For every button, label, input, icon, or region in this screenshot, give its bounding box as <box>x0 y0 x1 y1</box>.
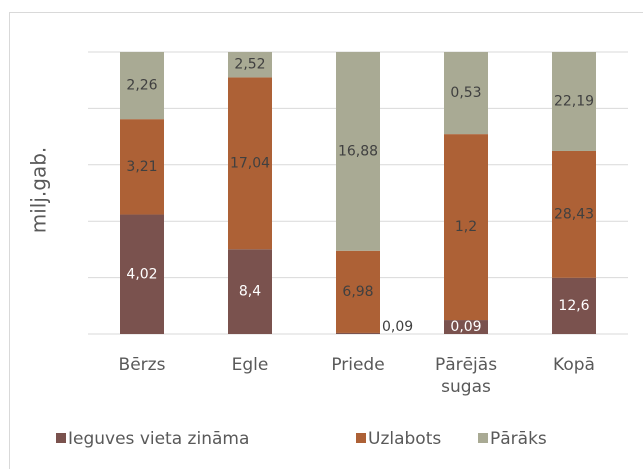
chart-border <box>9 12 643 469</box>
data-label: 22,19 <box>554 93 594 109</box>
bar-segment <box>444 320 488 334</box>
bar-segment <box>228 52 272 78</box>
legend-swatch <box>56 433 66 443</box>
data-label: 17,04 <box>230 155 270 171</box>
data-label: 28,43 <box>554 206 594 222</box>
x-tick-label: Priede <box>331 355 385 375</box>
data-label: 0,09 <box>382 319 413 335</box>
data-label: 0,53 <box>450 85 481 101</box>
legend-swatch <box>356 433 366 443</box>
legend-label: Ieguves vieta zināma <box>68 429 249 449</box>
bar-segment <box>120 119 164 215</box>
legend-label: Pārāks <box>490 429 547 449</box>
x-tick-label: Kopā <box>553 355 595 375</box>
data-label: 12,6 <box>558 298 589 314</box>
legend-label: Uzlabots <box>368 429 441 449</box>
bar-segment <box>552 52 596 151</box>
data-label: 8,4 <box>239 284 261 300</box>
data-label: 2,52 <box>234 57 265 73</box>
bar-segment <box>444 134 488 321</box>
x-tick-label: Egle <box>231 355 269 375</box>
data-label: 2,26 <box>126 78 157 94</box>
bar-segment <box>228 77 272 250</box>
bar-segment <box>336 52 380 251</box>
bar-segment <box>552 150 596 278</box>
bar-segment <box>444 52 488 135</box>
bar-segment <box>336 332 380 334</box>
x-tick-label: Pārējās sugas <box>434 355 498 397</box>
x-tick-label: Bērzs <box>118 355 166 375</box>
bar-segment <box>228 249 272 334</box>
data-label: 3,21 <box>126 159 157 175</box>
y-axis-label: milj.gab. <box>27 147 51 234</box>
bar-segment <box>552 277 596 334</box>
data-label: 0,09 <box>450 319 481 335</box>
data-label: 4,02 <box>126 266 157 282</box>
data-label: 6,98 <box>342 284 373 300</box>
bar-segment <box>120 52 164 120</box>
bar-segment <box>120 214 164 334</box>
legend-swatch <box>478 433 488 443</box>
data-label: 16,88 <box>338 143 378 159</box>
data-label: 1,2 <box>455 219 477 235</box>
bar-segment <box>336 250 380 333</box>
